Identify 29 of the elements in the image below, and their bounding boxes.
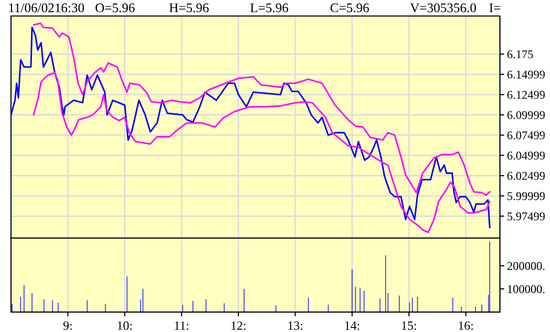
y-tick-label: 6.14999 xyxy=(507,70,545,79)
x-tick-label: 16: xyxy=(458,321,473,330)
text: O=5.96 xyxy=(96,3,135,12)
y-tick-label: 5.97499 xyxy=(508,212,545,220)
y-tick-label: 200000. xyxy=(507,262,544,270)
y-tick-label: 6.02499 xyxy=(507,172,545,180)
line-series xyxy=(32,22,490,196)
y-tick-label: 6.07499 xyxy=(507,131,545,140)
x-tick-label: 15: xyxy=(402,321,416,330)
x-tick-label: 14: xyxy=(345,321,360,330)
text: C=5.96 xyxy=(330,3,369,12)
x-tick-label: 10: xyxy=(118,321,132,330)
y-tick-label: 100000. xyxy=(508,285,544,294)
text: 11/06/0216:30 xyxy=(9,3,84,12)
text: V=305356.0 xyxy=(410,3,476,12)
x-tick-label: 9: xyxy=(63,321,72,330)
text: L=5.96 xyxy=(250,3,288,12)
y-tick-label: 5.99999 xyxy=(508,192,545,200)
y-tick-label: 6.175 xyxy=(507,50,533,58)
x-tick-label: 11: xyxy=(174,321,188,330)
line-series xyxy=(11,26,490,228)
y-tick-label: 6.09999 xyxy=(507,111,545,120)
x-tick-label: 12: xyxy=(232,321,246,330)
y-tick-label: 6.04999 xyxy=(507,152,545,160)
text: I= xyxy=(489,4,500,12)
y-tick-label: 6.12499 xyxy=(507,90,545,99)
text: H=5.96 xyxy=(169,3,209,12)
line-series xyxy=(32,72,490,234)
x-tick-label: 13: xyxy=(288,321,302,330)
